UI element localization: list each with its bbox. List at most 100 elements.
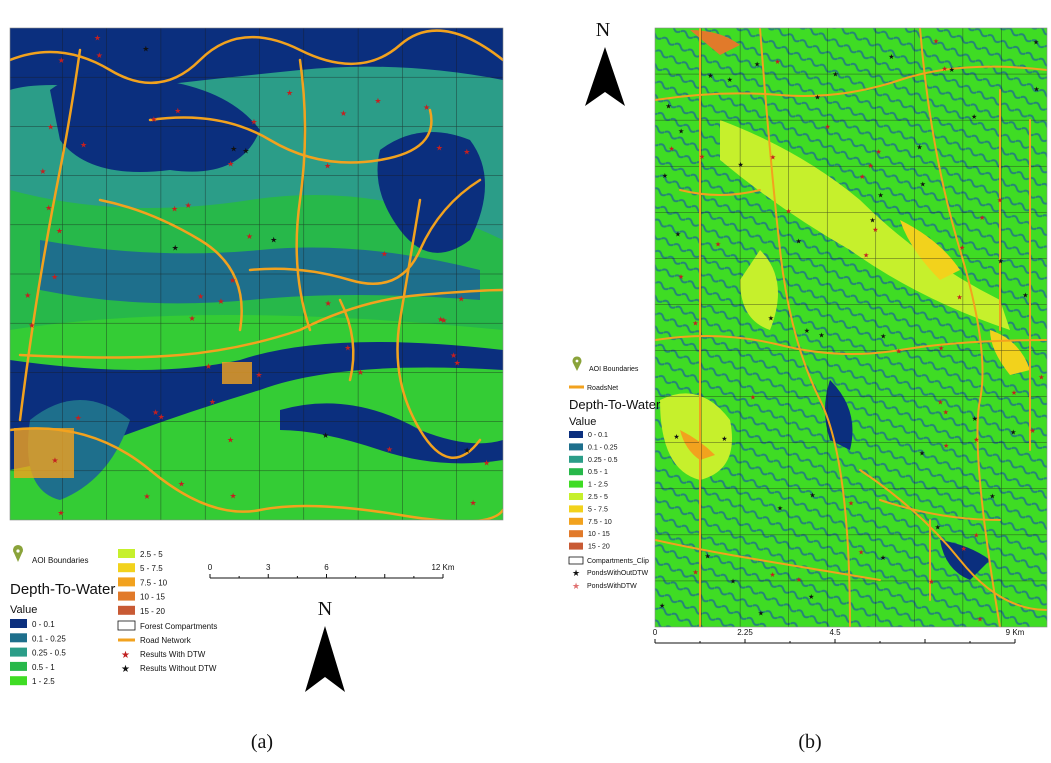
scale-label: 3: [266, 563, 271, 572]
star-icon: ★: [121, 650, 130, 661]
legend-label: RoadsNet: [587, 385, 618, 392]
result-marker: ★: [197, 292, 204, 301]
result-marker: ★: [977, 616, 983, 624]
legend-swatch: [569, 530, 583, 537]
result-marker: ★: [1010, 429, 1016, 437]
result-marker: ★: [174, 107, 181, 116]
result-marker: ★: [45, 204, 52, 213]
result-marker: ★: [943, 442, 949, 450]
result-marker: ★: [774, 58, 780, 66]
result-marker: ★: [933, 37, 939, 45]
result-marker: ★: [185, 201, 192, 210]
legend-swatch: [118, 606, 135, 615]
legend-swatch: [10, 619, 27, 628]
result-marker: ★: [324, 162, 331, 171]
result-marker: ★: [39, 167, 46, 176]
result-marker: ★: [770, 154, 776, 162]
result-marker: ★: [737, 161, 743, 169]
result-marker: ★: [935, 523, 941, 531]
caption: (a): [251, 731, 273, 753]
result-marker: ★: [997, 197, 1003, 205]
result-marker: ★: [979, 214, 985, 222]
result-marker: ★: [869, 217, 875, 225]
result-marker: ★: [246, 232, 253, 241]
legend-label: 0.1 - 0.25: [588, 444, 618, 451]
legend-label: 15 - 20: [588, 544, 610, 551]
result-marker: ★: [943, 409, 949, 417]
map-a: ★★★★★★★★★★★★★★★★★★★★★★★★★★★★★★★★★★★★★★★★…: [10, 28, 503, 521]
legend-label: 1 - 2.5: [588, 482, 608, 489]
result-marker: ★: [818, 331, 824, 339]
result-marker: ★: [808, 593, 814, 601]
result-marker: ★: [28, 321, 35, 330]
map-b: ★★★★★★★★★★★★★★★★★★★★★★★★★★★★★★★★★★★★★★★★…: [655, 28, 1047, 627]
result-marker: ★: [464, 446, 471, 455]
result-marker: ★: [1022, 292, 1028, 300]
result-marker: ★: [75, 414, 82, 423]
star-icon: ★: [572, 581, 580, 591]
result-marker: ★: [209, 397, 216, 406]
result-marker: ★: [928, 578, 934, 586]
result-marker: ★: [96, 51, 103, 60]
result-marker: ★: [989, 493, 995, 501]
result-marker: ★: [875, 148, 881, 156]
result-marker: ★: [143, 492, 150, 501]
result-marker: ★: [286, 88, 293, 97]
result-marker: ★: [795, 237, 801, 245]
legend-label: AOI Boundaries: [589, 366, 639, 373]
result-marker: ★: [867, 162, 873, 170]
result-marker: ★: [727, 76, 733, 84]
result-marker: ★: [242, 146, 249, 155]
legend-label: 10 - 15: [588, 531, 610, 538]
result-marker: ★: [142, 45, 149, 54]
result-marker: ★: [941, 65, 947, 73]
legend-label: PondsWithOutDTW: [587, 570, 648, 577]
result-marker: ★: [673, 433, 679, 441]
result-marker: ★: [961, 545, 967, 553]
legend-subtitle: Value: [569, 416, 596, 428]
result-marker: ★: [769, 571, 775, 579]
result-marker: ★: [386, 445, 393, 454]
star-icon: ★: [121, 664, 130, 675]
legend-label: 2.5 - 5: [588, 494, 608, 501]
result-marker: ★: [750, 394, 756, 402]
result-marker: ★: [229, 276, 236, 285]
legend-swatch: [118, 577, 135, 586]
result-marker: ★: [896, 348, 902, 356]
legend-label: 0.1 - 0.25: [32, 634, 66, 643]
compartment-swatch: [569, 557, 583, 564]
result-marker: ★: [94, 33, 101, 42]
result-marker: ★: [325, 299, 332, 308]
result-marker: ★: [878, 192, 884, 200]
legend-label: 10 - 15: [140, 593, 165, 602]
aoi-icon: [573, 356, 582, 371]
legend-subtitle: Value: [10, 604, 37, 616]
legend-swatch: [569, 468, 583, 475]
result-marker: ★: [692, 320, 698, 328]
result-marker: ★: [58, 56, 65, 65]
result-marker: ★: [848, 499, 854, 507]
result-marker: ★: [730, 577, 736, 585]
legend: AOI Boundaries Depth-To-Water Value Fore…: [10, 545, 217, 686]
legend-label: 0 - 0.1: [32, 620, 55, 629]
result-marker: ★: [270, 235, 277, 244]
result-marker: ★: [374, 96, 381, 105]
legend-label: 1 - 2.5: [32, 677, 55, 686]
result-marker: ★: [824, 123, 830, 131]
result-marker: ★: [171, 205, 178, 214]
result-marker: ★: [699, 153, 705, 161]
legend-swatch: [118, 592, 135, 601]
result-marker: ★: [1029, 427, 1035, 435]
legend-label: Results Without DTW: [140, 664, 217, 673]
result-marker: ★: [662, 172, 668, 180]
legend-label: 0 - 0.1: [588, 432, 608, 439]
legend-label: 5 - 7.5: [140, 564, 163, 573]
result-marker: ★: [659, 602, 665, 610]
legend-label: PondsWithDTW: [587, 583, 637, 590]
result-marker: ★: [937, 398, 943, 406]
legend-title: Depth-To-Water: [10, 581, 115, 598]
north-arrow: N: [305, 598, 345, 692]
legend-swatch: [10, 633, 27, 642]
result-marker: ★: [715, 240, 721, 248]
